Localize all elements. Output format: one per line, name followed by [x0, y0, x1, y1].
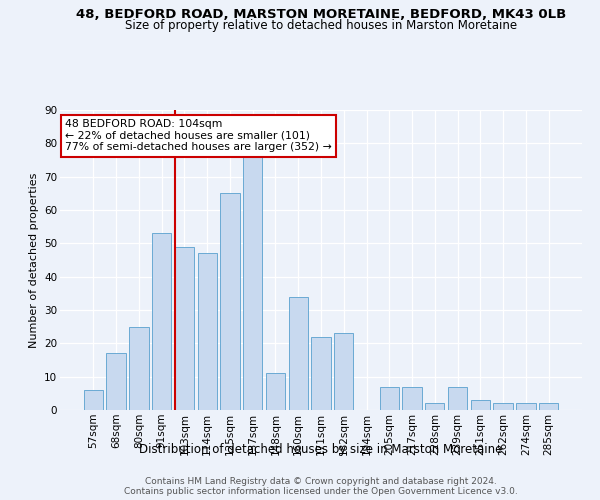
- Bar: [380, 386, 399, 410]
- Bar: [84, 390, 103, 410]
- Text: Contains public sector information licensed under the Open Government Licence v3: Contains public sector information licen…: [124, 488, 518, 496]
- Bar: [106, 354, 126, 410]
- Text: Size of property relative to detached houses in Marston Moretaine: Size of property relative to detached ho…: [125, 18, 517, 32]
- Y-axis label: Number of detached properties: Number of detached properties: [29, 172, 38, 348]
- Bar: [311, 336, 331, 410]
- Bar: [197, 254, 217, 410]
- Bar: [220, 194, 239, 410]
- Bar: [152, 234, 172, 410]
- Bar: [334, 334, 353, 410]
- Bar: [470, 400, 490, 410]
- Bar: [266, 374, 285, 410]
- Text: 48, BEDFORD ROAD, MARSTON MORETAINE, BEDFORD, MK43 0LB: 48, BEDFORD ROAD, MARSTON MORETAINE, BED…: [76, 8, 566, 20]
- Text: Distribution of detached houses by size in Marston Moretaine: Distribution of detached houses by size …: [139, 442, 503, 456]
- Bar: [289, 296, 308, 410]
- Bar: [403, 386, 422, 410]
- Bar: [493, 404, 513, 410]
- Bar: [516, 404, 536, 410]
- Text: 48 BEDFORD ROAD: 104sqm
← 22% of detached houses are smaller (101)
77% of semi-d: 48 BEDFORD ROAD: 104sqm ← 22% of detache…: [65, 119, 332, 152]
- Bar: [129, 326, 149, 410]
- Bar: [243, 156, 262, 410]
- Text: Contains HM Land Registry data © Crown copyright and database right 2024.: Contains HM Land Registry data © Crown c…: [145, 478, 497, 486]
- Bar: [539, 404, 558, 410]
- Bar: [448, 386, 467, 410]
- Bar: [175, 246, 194, 410]
- Bar: [425, 404, 445, 410]
